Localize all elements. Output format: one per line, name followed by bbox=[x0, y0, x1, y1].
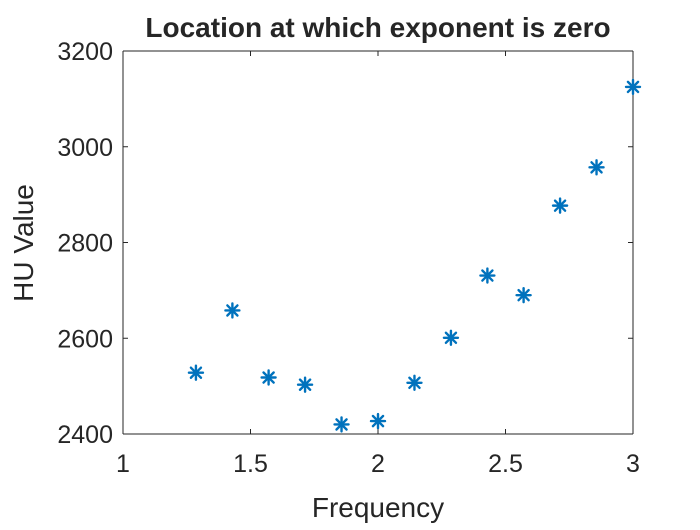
x-axis-label: Frequency bbox=[312, 492, 444, 523]
data-point bbox=[551, 197, 569, 214]
data-point bbox=[479, 267, 496, 284]
data-points bbox=[187, 78, 642, 433]
x-tick-label: 2 bbox=[371, 450, 385, 478]
chart-title: Location at which exponent is zero bbox=[145, 12, 610, 43]
data-point bbox=[588, 159, 605, 176]
data-point bbox=[187, 364, 205, 381]
data-point bbox=[296, 376, 314, 393]
data-point bbox=[624, 78, 642, 96]
data-point bbox=[224, 302, 241, 319]
ticks: 1 1.5 2 2.5 3 2400 2600 2800 3000 3200 bbox=[57, 38, 640, 478]
y-tick-label: 2600 bbox=[57, 325, 113, 353]
plot-background bbox=[123, 51, 633, 434]
y-tick-label: 2800 bbox=[57, 230, 113, 258]
data-point bbox=[333, 416, 350, 433]
data-point bbox=[369, 412, 387, 430]
x-tick-label: 2.5 bbox=[488, 450, 523, 478]
y-tick-label: 3000 bbox=[57, 134, 113, 162]
x-tick-label: 3 bbox=[626, 450, 640, 478]
x-tick-label: 1.5 bbox=[233, 450, 268, 478]
data-point bbox=[406, 374, 423, 391]
data-point bbox=[260, 369, 277, 386]
y-tick-label: 3200 bbox=[57, 38, 113, 66]
data-point bbox=[442, 329, 460, 346]
y-tick-label: 2400 bbox=[57, 421, 113, 449]
y-axis-label: HU Value bbox=[8, 184, 39, 302]
x-tick-label: 1 bbox=[116, 450, 130, 478]
data-point bbox=[515, 286, 532, 304]
